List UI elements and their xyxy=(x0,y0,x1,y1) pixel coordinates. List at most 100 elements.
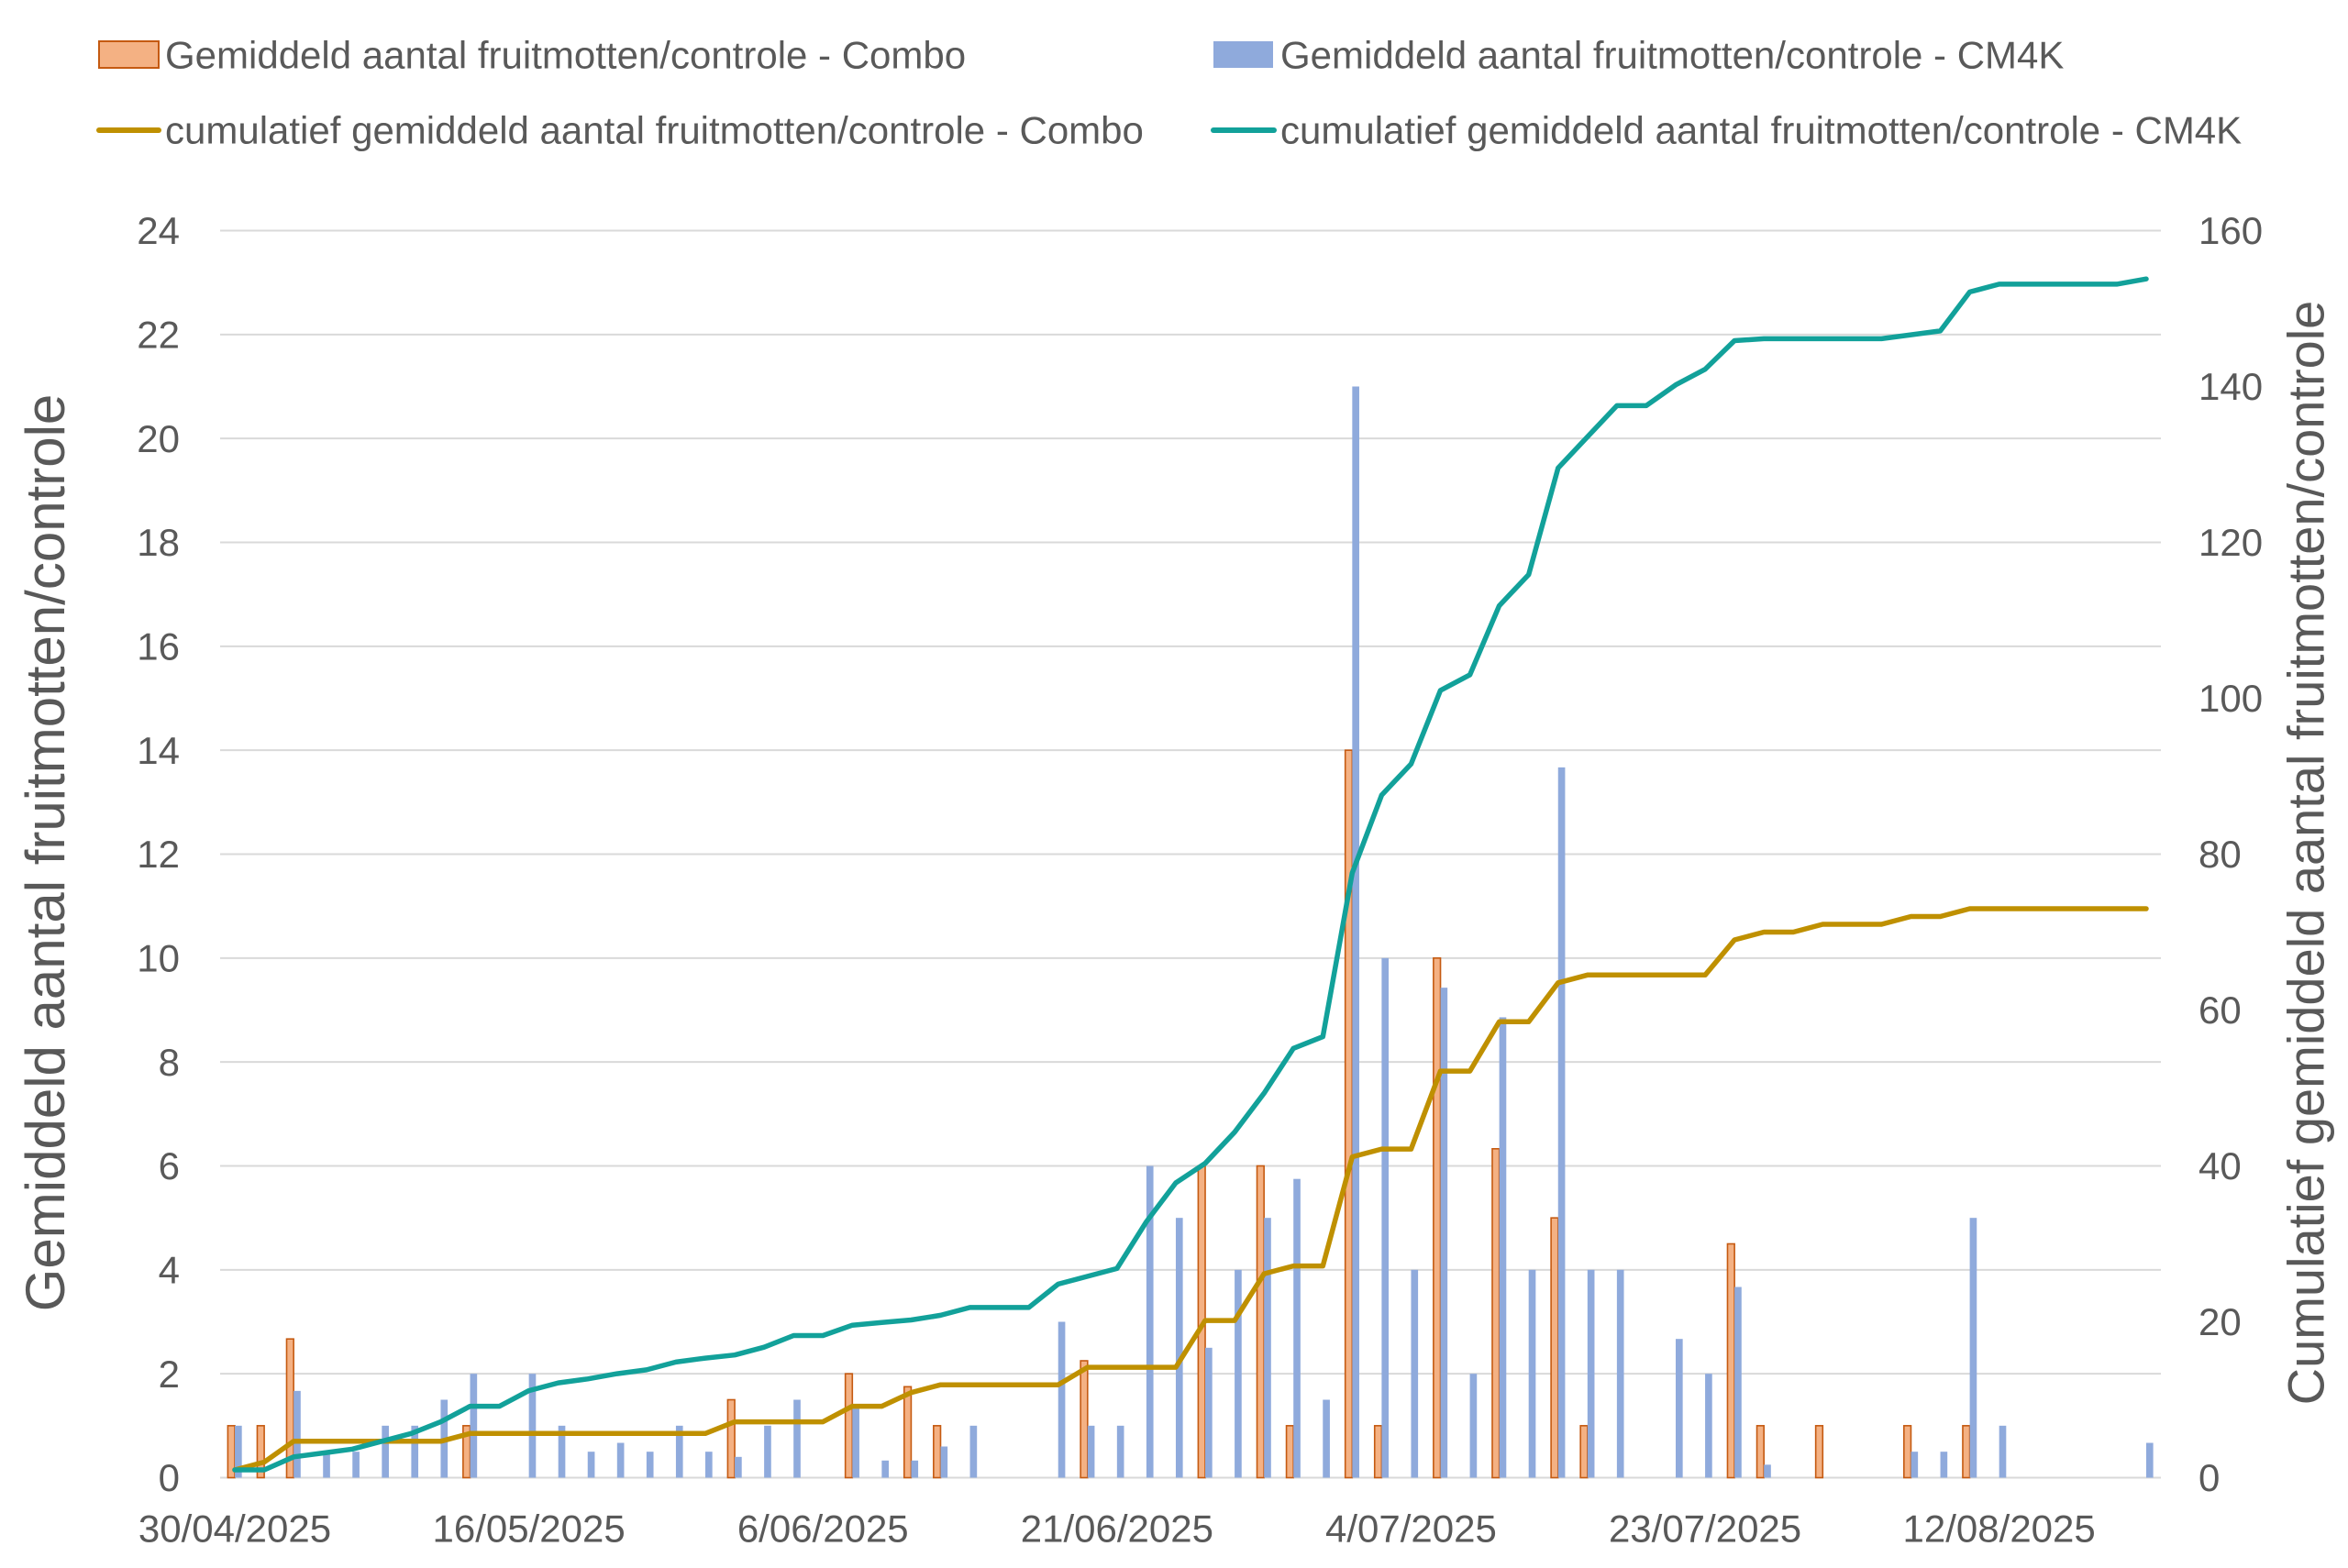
left-axis-tick-label: 16 xyxy=(137,625,180,668)
cm4k-bar xyxy=(1969,1218,1977,1478)
right-axis-tick-label: 0 xyxy=(2198,1456,2220,1499)
right-axis-tick-label: 160 xyxy=(2198,209,2263,252)
cm4k-bar xyxy=(382,1425,389,1478)
cm4k-bar xyxy=(558,1425,566,1478)
left-axis-tick-label: 0 xyxy=(159,1456,180,1499)
cm4k-bar xyxy=(470,1374,478,1478)
cm4k-bar xyxy=(940,1446,948,1478)
cm4k-bar xyxy=(1323,1399,1330,1478)
cm4k-bar xyxy=(1587,1269,1595,1478)
combo-bar xyxy=(844,1373,854,1479)
combo-bar xyxy=(1373,1425,1383,1479)
combo-bar xyxy=(1080,1360,1089,1479)
cm4k-bar xyxy=(1087,1425,1095,1478)
right-axis-tick-label: 100 xyxy=(2198,677,2263,720)
legend-swatch-combo-bar xyxy=(98,40,160,69)
left-axis-tick-label: 12 xyxy=(137,833,180,876)
legend-label-combo-bar: Gemiddeld aantal fruitmotten/controle - … xyxy=(165,34,966,77)
x-axis-tick-label: 4/07/2025 xyxy=(1325,1507,1497,1551)
cm4k-bar xyxy=(1940,1452,1948,1478)
gridlines xyxy=(220,229,2161,1479)
combo-bar xyxy=(256,1425,265,1479)
cm4k-bar xyxy=(1235,1269,1242,1478)
cm4k-bar xyxy=(881,1460,890,1478)
cumulative-cm4k-line xyxy=(232,276,2149,1473)
cm4k-bar xyxy=(735,1456,742,1478)
legend-label-cumulative-combo-line: cumulatief gemiddeld aantal fruitmotten/… xyxy=(165,109,1144,152)
cm4k-bar xyxy=(1999,1425,2007,1478)
cm4k-bar xyxy=(616,1442,625,1478)
cm4k-bar xyxy=(1440,988,1448,1478)
legend-item-cm4k-bar: Gemiddeld aantal fruitmotten/controle - … xyxy=(1213,34,2064,77)
cm4k-bar xyxy=(1705,1374,1712,1478)
line-series xyxy=(232,276,2149,1473)
left-axis-tick-label: 20 xyxy=(137,417,180,460)
cm4k-bar xyxy=(1616,1269,1624,1478)
left-axis-tick-label: 6 xyxy=(159,1144,180,1187)
combo-bar xyxy=(1726,1242,1735,1479)
right-axis-tick-label: 80 xyxy=(2198,833,2242,876)
combo-bar xyxy=(1814,1425,1824,1479)
combo-bar xyxy=(933,1425,942,1479)
cm4k-bar xyxy=(294,1390,301,1478)
cumulative-combo-line xyxy=(232,906,2149,1473)
left-axis-tick-label: 24 xyxy=(137,209,180,252)
left-axis-tick-label: 18 xyxy=(137,521,180,564)
combo-bar xyxy=(1344,749,1354,1479)
cm4k-bar xyxy=(352,1452,360,1478)
combo-bar xyxy=(1285,1425,1295,1479)
legend: Gemiddeld aantal fruitmotten/controle - … xyxy=(96,34,2242,152)
cm4k-bar xyxy=(323,1452,330,1478)
cm4k-bar xyxy=(1676,1339,1683,1478)
cm4k-bar xyxy=(1175,1218,1183,1478)
cm4k-bar xyxy=(411,1425,419,1478)
legend-item-cumulative-cm4k-line: cumulatief gemiddeld aantal fruitmotten/… xyxy=(1211,109,2242,152)
left-axis-tick-label: 2 xyxy=(159,1353,180,1396)
cm4k-bar xyxy=(911,1460,919,1478)
cm4k-bar xyxy=(969,1425,978,1478)
combo-bar xyxy=(1755,1425,1765,1479)
right-axis-tick-label: 120 xyxy=(2198,521,2263,564)
combo-bar xyxy=(1903,1425,1912,1479)
x-axis-tick-label: 21/06/2025 xyxy=(1021,1507,1213,1551)
x-axis-tick-labels: 30/04/2025 16/05/2025 6/06/2025 21/06/2025 4… xyxy=(138,1507,2096,1551)
cm4k-bar xyxy=(1264,1218,1271,1478)
cm4k-bar xyxy=(2145,1442,2154,1478)
x-axis-tick-label: 12/08/2025 xyxy=(1903,1507,2096,1551)
right-axis-tick-labels: 0 20 40 60 80 100 120 140 160 xyxy=(2198,209,2263,1499)
cm4k-bar xyxy=(528,1374,537,1478)
combo-bar xyxy=(1256,1165,1265,1479)
cm4k-bar xyxy=(852,1408,859,1478)
right-axis-tick-label: 40 xyxy=(2198,1144,2242,1187)
x-axis-tick-label: 6/06/2025 xyxy=(737,1507,909,1551)
cm4k-bar xyxy=(1146,1165,1154,1478)
left-axis-tick-label: 8 xyxy=(159,1041,180,1084)
legend-item-cumulative-combo-line: cumulatief gemiddeld aantal fruitmotten/… xyxy=(96,109,1144,152)
x-axis-tick-label: 30/04/2025 xyxy=(138,1507,331,1551)
cm4k-bar xyxy=(1411,1269,1419,1478)
cm4k-bar xyxy=(1557,767,1566,1478)
right-axis-tick-label: 60 xyxy=(2198,988,2242,1032)
cm4k-bar xyxy=(764,1425,771,1478)
left-axis-tick-label: 4 xyxy=(159,1249,180,1292)
left-axis-title: Gemiddeld aantal fruitmotten/controle xyxy=(15,394,76,1312)
right-axis-tick-label: 140 xyxy=(2198,365,2263,408)
cm4k-bar xyxy=(1352,386,1359,1478)
right-axis-title: Cumulatief gemiddeld aantal fruitmotten/… xyxy=(2277,301,2335,1406)
x-axis-tick-label: 16/05/2025 xyxy=(433,1507,626,1551)
cm4k-bar xyxy=(705,1452,713,1478)
cm4k-bar xyxy=(793,1399,801,1478)
combo-bar xyxy=(903,1386,913,1479)
cm4k-bar xyxy=(1734,1286,1742,1478)
cm4k-bar xyxy=(1381,957,1390,1478)
legend-item-combo-bar: Gemiddeld aantal fruitmotten/controle - … xyxy=(98,34,966,77)
legend-swatch-cm4k-bar xyxy=(1213,41,1273,68)
legend-label-cm4k-bar: Gemiddeld aantal fruitmotten/controle - … xyxy=(1280,34,2064,77)
combo-bar xyxy=(1491,1148,1501,1479)
cm4k-bar xyxy=(1911,1452,1919,1478)
combo-bar xyxy=(1550,1217,1559,1479)
left-axis-tick-label: 14 xyxy=(137,729,180,772)
cm4k-bar xyxy=(1058,1321,1066,1478)
